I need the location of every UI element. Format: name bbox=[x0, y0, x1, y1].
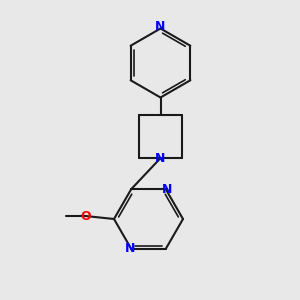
Text: N: N bbox=[155, 152, 166, 165]
Text: N: N bbox=[155, 20, 166, 34]
Text: N: N bbox=[162, 183, 172, 196]
Text: O: O bbox=[80, 209, 91, 223]
Text: N: N bbox=[124, 242, 135, 255]
